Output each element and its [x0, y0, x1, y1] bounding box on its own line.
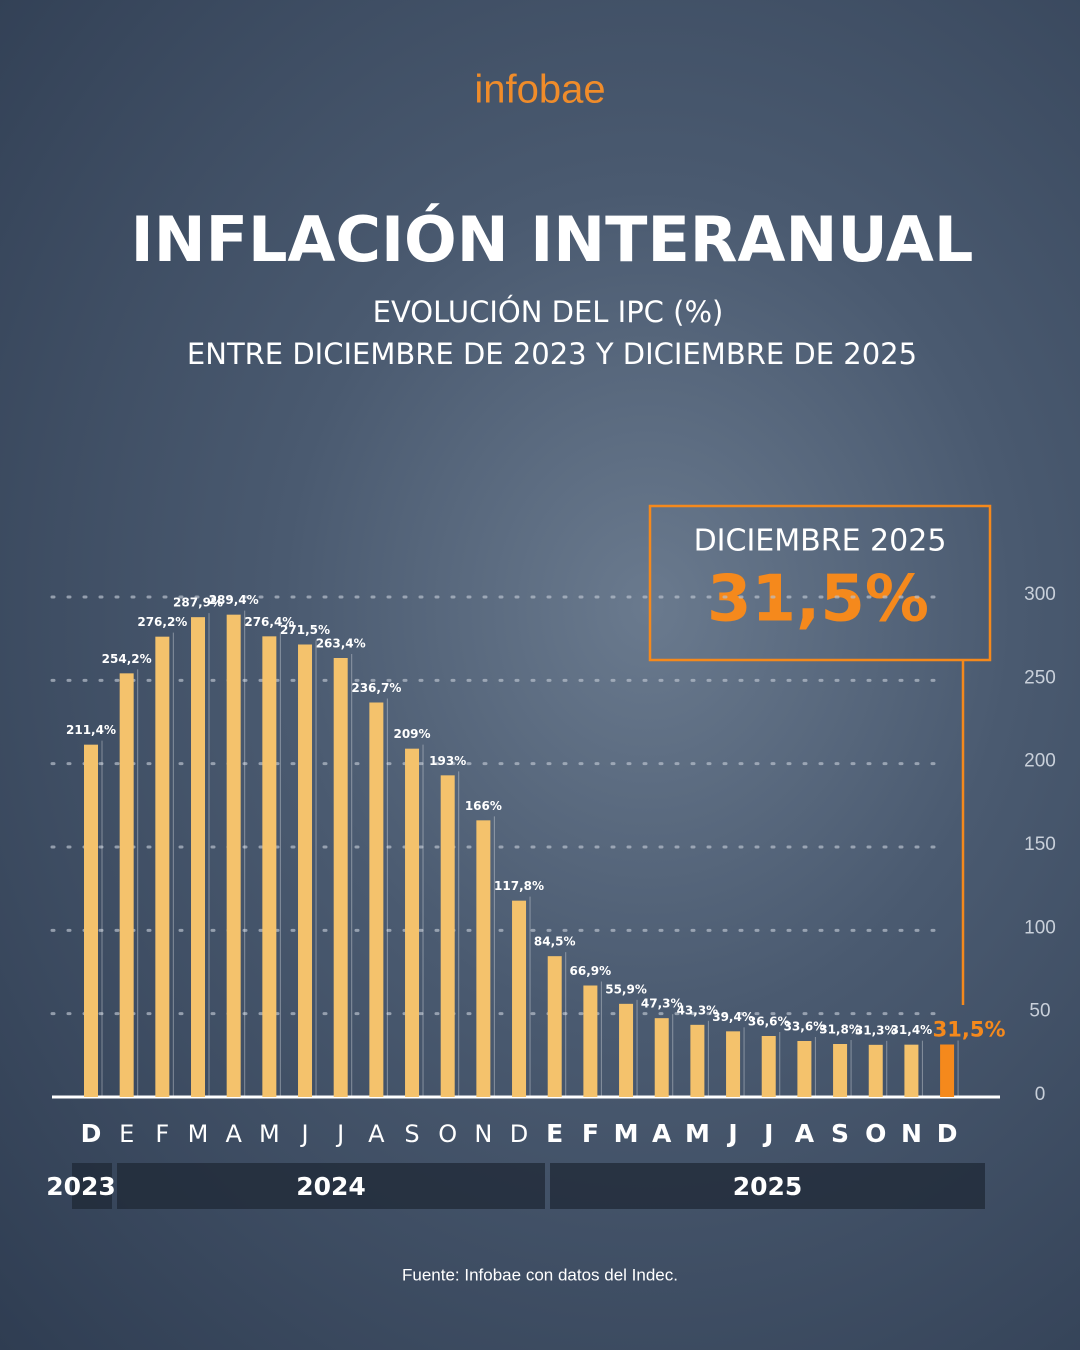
- y-tick-label: 200: [1024, 751, 1056, 772]
- bar: [440, 775, 455, 1097]
- value-label: 47,3%: [641, 997, 683, 1011]
- bar: [868, 1044, 883, 1097]
- x-tick-label: J: [335, 1120, 344, 1148]
- x-tick-label: F: [155, 1120, 169, 1148]
- bar: [298, 644, 313, 1097]
- bar: [833, 1044, 848, 1097]
- value-label: 33,6%: [784, 1020, 826, 1034]
- x-tick-label: A: [652, 1119, 672, 1148]
- value-label: 271,5%: [280, 623, 330, 637]
- bar: [726, 1031, 741, 1097]
- bar: [155, 636, 170, 1097]
- x-tick-label: O: [865, 1119, 886, 1148]
- value-label: 43,3%: [677, 1003, 719, 1017]
- subtitle: EVOLUCIÓN DEL IPC (%): [373, 295, 724, 329]
- value-label: 254,2%: [102, 652, 152, 666]
- value-label: 66,9%: [570, 964, 612, 978]
- bar: [690, 1024, 705, 1097]
- x-tick-label: O: [438, 1120, 457, 1148]
- value-label: 209%: [393, 727, 430, 741]
- callout-title: DICIEMBRE 2025: [694, 524, 947, 559]
- bar: [619, 1003, 634, 1097]
- value-label: 287,9%: [173, 596, 223, 610]
- x-tick-label: J: [762, 1119, 773, 1148]
- value-label: 31,5%: [933, 1018, 1006, 1042]
- value-label: 55,9%: [605, 982, 647, 996]
- value-label: 193%: [429, 754, 466, 768]
- value-label: 31,3%: [855, 1023, 897, 1037]
- y-tick-label: 150: [1024, 834, 1056, 855]
- x-tick-label: M: [188, 1120, 209, 1148]
- bar: [84, 744, 98, 1097]
- value-label: 36,6%: [748, 1015, 790, 1029]
- x-tick-label: J: [726, 1119, 737, 1148]
- bar: [191, 617, 206, 1097]
- value-label: 31,4%: [891, 1023, 933, 1037]
- value-label: 289,4%: [209, 593, 259, 607]
- value-label: 39,4%: [712, 1010, 754, 1024]
- value-label: 276,2%: [137, 615, 187, 629]
- year-label: 2023: [46, 1172, 116, 1201]
- chart-title: INFLACIÓN INTERANUAL: [131, 203, 974, 276]
- y-tick-label: 50: [1029, 1001, 1050, 1022]
- x-tick-label: S: [404, 1120, 419, 1148]
- y-tick-label: 250: [1024, 667, 1056, 688]
- x-tick-label: F: [582, 1119, 599, 1148]
- bar: [797, 1041, 812, 1097]
- value-label: 276,4%: [244, 615, 294, 629]
- bar: [654, 1018, 669, 1097]
- value-label: 84,5%: [534, 935, 576, 949]
- x-tick-label: J: [299, 1120, 308, 1148]
- x-tick-label: A: [795, 1119, 815, 1148]
- x-tick-label: N: [901, 1119, 922, 1148]
- y-tick-label: 0: [1035, 1084, 1046, 1105]
- value-label: 31,8%: [819, 1023, 861, 1037]
- bar: [476, 820, 491, 1097]
- bar: [761, 1036, 776, 1097]
- bar: [583, 985, 598, 1097]
- y-tick-label: 300: [1024, 584, 1056, 605]
- bar: [119, 673, 134, 1097]
- bar: [512, 900, 527, 1097]
- bar: [547, 956, 562, 1097]
- y-tick-label: 100: [1024, 917, 1056, 938]
- x-tick-label: A: [225, 1120, 242, 1148]
- value-label: 211,4%: [66, 723, 116, 737]
- bar: [333, 658, 348, 1097]
- bar: [369, 702, 384, 1097]
- value-label: 263,4%: [316, 637, 366, 651]
- bar: [904, 1044, 919, 1097]
- brand: infobae: [474, 68, 605, 112]
- x-tick-label: D: [510, 1120, 528, 1148]
- x-tick-label: N: [474, 1120, 492, 1148]
- bar: [226, 614, 241, 1097]
- value-label: 117,8%: [494, 879, 544, 893]
- callout-box: [648, 504, 992, 662]
- x-tick-label: M: [614, 1119, 639, 1148]
- callout-value: 31,5%: [707, 563, 929, 637]
- x-tick-label: A: [368, 1120, 385, 1148]
- x-tick-label: D: [937, 1119, 958, 1148]
- year-band: [72, 1163, 112, 1209]
- bar: [262, 636, 277, 1097]
- bar: [940, 1044, 955, 1097]
- x-tick-label: D: [81, 1119, 102, 1148]
- value-label: 166%: [465, 799, 502, 813]
- year-band: [117, 1163, 545, 1209]
- year-label: 2024: [296, 1172, 366, 1201]
- x-tick-label: E: [119, 1120, 134, 1148]
- x-tick-label: M: [259, 1120, 280, 1148]
- year-band: [550, 1163, 985, 1209]
- x-tick-label: E: [546, 1119, 563, 1148]
- value-label: 236,7%: [351, 681, 401, 695]
- year-label: 2025: [733, 1172, 803, 1201]
- bar: [405, 748, 420, 1097]
- source: Fuente: Infobae con datos del Indec.: [402, 1265, 678, 1284]
- x-tick-label: S: [831, 1119, 849, 1148]
- x-tick-label: M: [685, 1119, 710, 1148]
- subtitle: ENTRE DICIEMBRE DE 2023 Y DICIEMBRE DE 2…: [187, 337, 917, 371]
